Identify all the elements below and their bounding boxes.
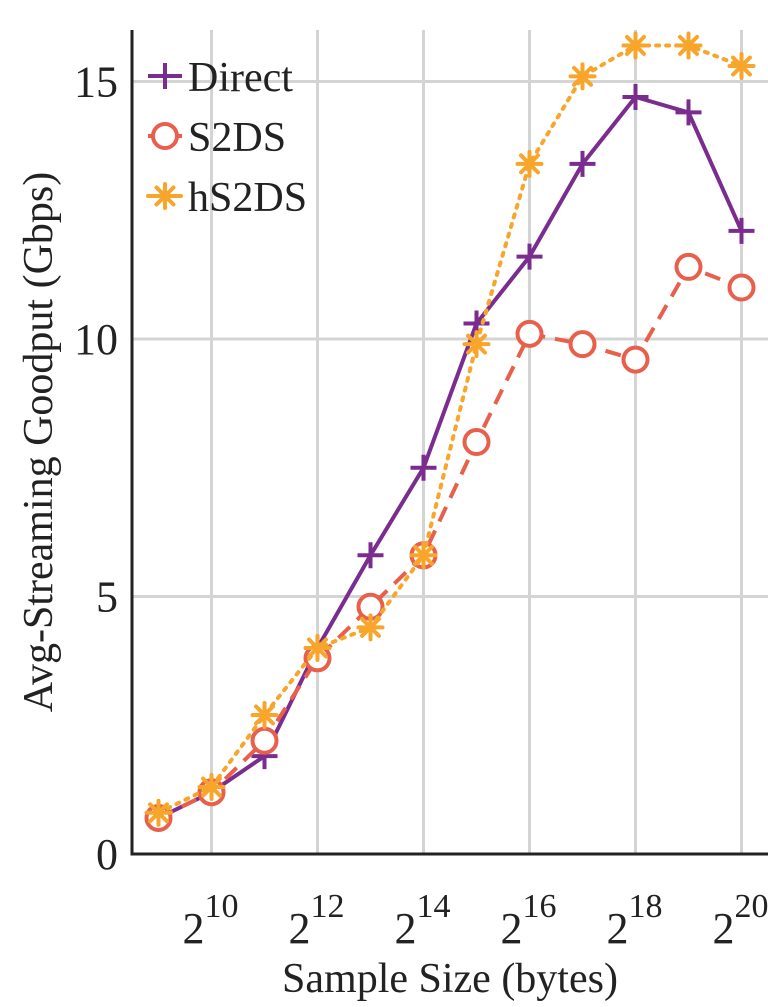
x-tick-label: 210 [183,888,239,953]
data-point-direct [410,454,437,481]
y-tick-labels: 0 5 10 15 [74,58,118,880]
data-point-direct [357,542,384,569]
data-point-hs2ds [250,700,279,729]
series-hs2ds [144,31,756,827]
data-point-direct [728,217,755,244]
series-line-direct [157,95,744,820]
data-point-hs2ds [409,541,438,570]
legend-entry-hs2ds: hS2DS [146,175,307,221]
legend-label-direct: Direct [188,55,293,101]
y-tick-label: 0 [96,830,118,879]
data-point-hs2ds [462,330,491,359]
data-point-s2ds [568,330,597,359]
x-axis-title: Sample Size (bytes) [282,956,618,1002]
data-point-hs2ds [674,31,703,60]
data-point-hs2ds [568,62,597,91]
series [144,31,756,832]
series-s2ds [144,252,756,832]
data-point-direct [516,243,543,270]
data-point-hs2ds [727,52,756,81]
data-point-legend-s2ds [151,122,179,150]
data-point-direct [569,150,596,177]
legend-label-hs2ds: hS2DS [188,175,307,221]
data-point-hs2ds [144,798,173,827]
y-tick-label: 5 [96,573,118,622]
y-axis-title: Avg-Streaming Goodput (Gbps) [16,172,62,712]
data-point-s2ds [621,345,650,374]
x-tick-label: 214 [395,888,451,953]
data-point-direct [622,83,649,110]
data-point-hs2ds [356,613,385,642]
axis-frame [130,30,768,856]
x-tick-labels: 210 212 214 216 218 220 [183,888,768,953]
axes [130,30,768,856]
legend-entry-s2ds: S2DS [148,115,286,161]
legend-entry-direct: Direct [148,55,293,101]
data-point-hs2ds [515,149,544,178]
x-tick-label: 218 [607,888,663,953]
legend: Direct S2DS hS2DS [146,55,307,221]
y-tick-label: 15 [74,58,118,107]
data-point-hs2ds [621,31,650,60]
x-tick-label: 216 [501,888,557,953]
data-point-s2ds [462,428,491,456]
data-point-s2ds [674,252,703,281]
series-line-s2ds [157,264,743,820]
data-point-hs2ds [303,634,332,662]
data-point-s2ds [250,726,279,755]
data-point-direct [675,99,702,126]
data-point-hs2ds [197,773,226,802]
data-point-s2ds [727,273,756,302]
data-point-s2ds [515,319,544,348]
x-tick-label: 220 [713,888,768,953]
x-tick-label: 212 [289,888,345,953]
data-point-legend-direct [152,63,178,89]
data-point-legend-hs2ds [151,182,179,210]
y-tick-label: 10 [74,315,118,364]
legend-label-s2ds: S2DS [188,115,286,161]
